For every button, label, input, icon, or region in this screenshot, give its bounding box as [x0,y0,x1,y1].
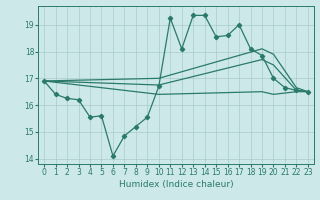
X-axis label: Humidex (Indice chaleur): Humidex (Indice chaleur) [119,180,233,189]
